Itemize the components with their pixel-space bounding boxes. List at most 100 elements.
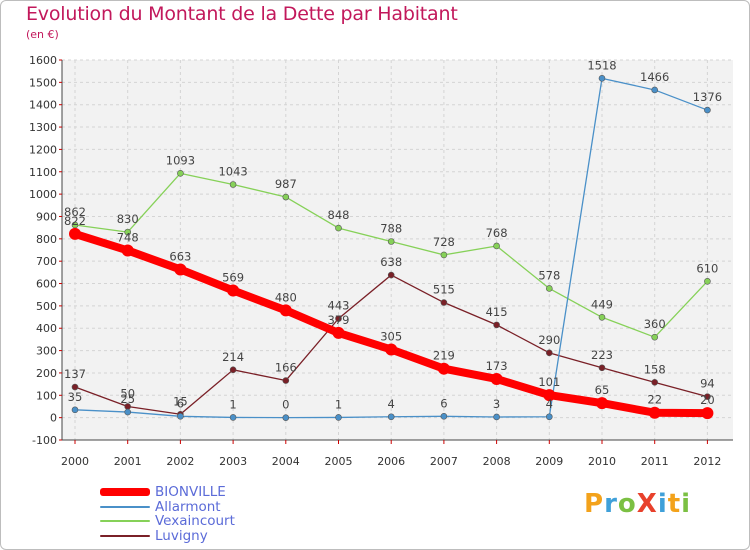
data-label: 862 — [64, 205, 86, 219]
data-label: 290 — [538, 333, 560, 347]
y-tick-label: 500 — [36, 300, 57, 313]
data-point — [545, 285, 553, 292]
y-tick-label: -100 — [32, 434, 57, 447]
data-point — [493, 321, 500, 329]
legend-swatch — [100, 488, 150, 497]
y-tick-label: 1400 — [29, 99, 57, 112]
data-label: 50 — [120, 386, 135, 400]
y-tick-label: 100 — [36, 389, 57, 402]
data-label: 415 — [486, 305, 508, 319]
data-point — [124, 228, 131, 236]
data-label: 480 — [275, 290, 297, 304]
data-label: 663 — [169, 249, 191, 263]
logo-letter: P — [584, 489, 605, 519]
chart-title: Evolution du Montant de la Dette par Hab… — [26, 3, 458, 25]
data-point — [440, 251, 448, 259]
x-tick-label: 2005 — [325, 455, 353, 468]
data-label: 748 — [117, 230, 139, 244]
logo-letter: i — [681, 489, 692, 519]
data-point — [440, 299, 448, 306]
legend-swatch — [100, 534, 150, 537]
x-tick-label: 2003 — [219, 455, 247, 468]
data-label: 768 — [486, 226, 508, 240]
y-tick-label: 0 — [50, 412, 57, 425]
x-tick-label: 2009 — [535, 455, 563, 468]
data-label: 158 — [644, 362, 666, 376]
data-point — [543, 389, 556, 402]
data-label: 610 — [696, 261, 718, 275]
data-label: 101 — [538, 375, 560, 389]
data-label: 569 — [222, 270, 244, 284]
data-point — [596, 397, 608, 410]
data-label: 728 — [433, 235, 455, 249]
x-tick-label: 2006 — [377, 455, 405, 468]
legend-swatch — [100, 505, 150, 508]
chart-legend: BIONVILLE Allarmont Vexaincourt Luvigny — [100, 485, 235, 543]
y-tick-label: 1100 — [29, 166, 57, 179]
data-point — [177, 413, 184, 420]
data-point — [701, 407, 714, 420]
x-tick-label: 2001 — [114, 455, 142, 468]
data-point — [490, 372, 503, 385]
y-tick-label: 300 — [36, 345, 57, 358]
data-label: 22 — [647, 393, 662, 407]
data-label: 1093 — [166, 153, 195, 167]
data-label: 443 — [328, 299, 350, 313]
chart-subtitle: (en €) — [26, 28, 59, 41]
x-tick-label: 2010 — [588, 455, 616, 468]
data-point — [387, 238, 395, 245]
y-tick-label: 400 — [36, 322, 57, 335]
data-label: 638 — [380, 255, 402, 269]
data-label: 137 — [64, 367, 86, 381]
y-tick-label: 1200 — [29, 143, 57, 156]
data-label: 379 — [328, 313, 350, 327]
data-point — [282, 414, 290, 421]
data-point — [598, 313, 606, 321]
data-label: 214 — [222, 350, 244, 364]
data-label: 4 — [546, 397, 553, 411]
data-point — [387, 271, 395, 279]
x-tick-label: 2002 — [166, 455, 194, 468]
data-point — [335, 315, 342, 322]
y-tick-label: 800 — [36, 233, 57, 246]
data-label: 15 — [173, 394, 188, 408]
data-point — [545, 349, 553, 357]
x-tick-label: 2007 — [430, 455, 458, 468]
logo-letter: X — [636, 489, 658, 519]
data-label: 830 — [117, 212, 139, 226]
data-label: 515 — [433, 283, 455, 297]
data-label: 173 — [486, 359, 508, 373]
data-point — [437, 362, 450, 375]
data-label: 223 — [591, 348, 613, 362]
data-label: 35 — [68, 390, 83, 404]
x-tick-label: 2012 — [693, 455, 721, 468]
logo-letter: o — [617, 489, 637, 519]
data-point — [177, 170, 184, 177]
data-label: 449 — [591, 297, 613, 311]
x-tick-label: 2004 — [272, 455, 300, 468]
data-point — [229, 414, 237, 421]
x-tick-label: 2000 — [61, 455, 89, 468]
data-label: 1376 — [693, 90, 722, 104]
data-label: 987 — [275, 177, 297, 191]
data-point — [332, 326, 345, 339]
data-label: 0 — [282, 398, 289, 412]
legend-label: Luvigny — [155, 527, 208, 544]
legend-item-luvigny: Luvigny — [100, 529, 235, 544]
data-point — [651, 379, 659, 386]
data-point — [69, 227, 81, 240]
data-point — [598, 75, 606, 82]
data-point — [335, 224, 342, 232]
data-point — [282, 377, 290, 384]
data-label: 4 — [388, 397, 395, 411]
data-label: 305 — [380, 329, 402, 343]
legend-item-allarmont: Allarmont — [100, 500, 235, 515]
data-point — [545, 413, 553, 421]
data-label: 788 — [380, 222, 402, 236]
y-tick-label: 1600 — [29, 54, 57, 67]
data-point — [279, 304, 292, 317]
data-point — [229, 181, 237, 188]
data-point — [174, 263, 187, 276]
y-tick-label: 1500 — [29, 76, 57, 89]
